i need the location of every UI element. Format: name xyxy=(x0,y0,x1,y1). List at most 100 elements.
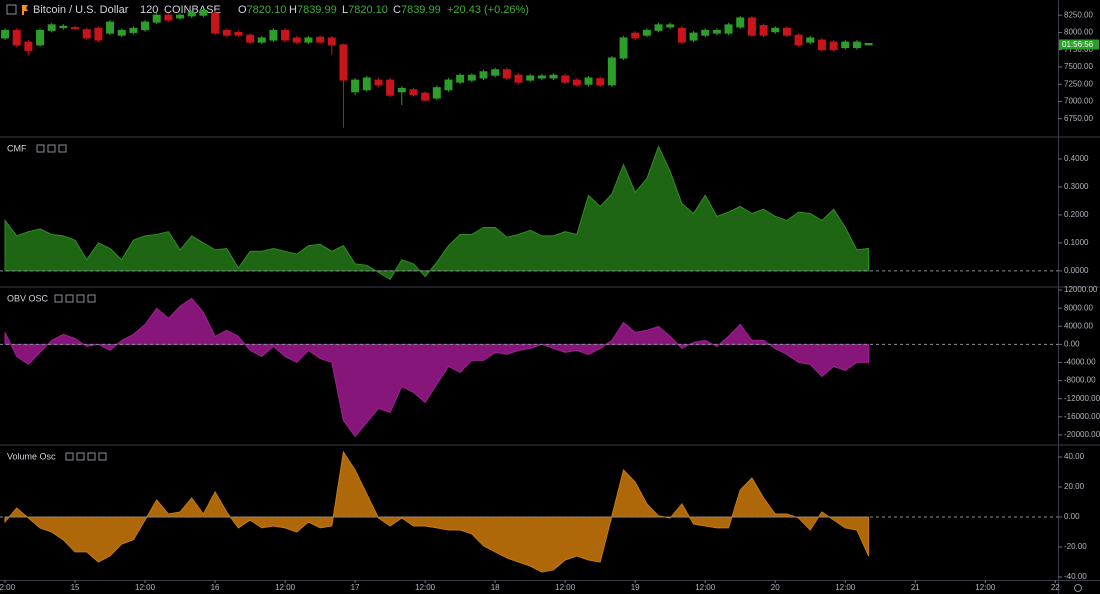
candle-body xyxy=(514,74,523,83)
panel-icon[interactable] xyxy=(36,144,45,153)
candle-body xyxy=(211,12,220,34)
candle-body xyxy=(782,27,791,36)
candle-body xyxy=(339,44,348,81)
y-tick-label: 8250.00 xyxy=(1064,10,1093,19)
panel-title: Volume Osc xyxy=(7,451,56,461)
y-tick-label: 7000.00 xyxy=(1064,97,1093,106)
candle-body xyxy=(502,69,511,79)
y-tick-label: 0.2000 xyxy=(1064,210,1089,219)
y-tick-label: 0.1000 xyxy=(1064,238,1089,247)
panel-icon[interactable] xyxy=(98,452,107,461)
y-tick-label: 7250.00 xyxy=(1064,79,1093,88)
area xyxy=(4,297,870,438)
y-tick-label: 0.3000 xyxy=(1064,182,1089,191)
candle-body xyxy=(771,27,780,33)
y-tick-label: -12000.00 xyxy=(1064,394,1100,403)
y-tick-label: 20.00 xyxy=(1064,482,1085,491)
candle-body xyxy=(141,21,150,31)
candle-body xyxy=(584,77,593,85)
candle-body xyxy=(432,87,441,99)
y-tick-label: 0.0000 xyxy=(1064,266,1089,275)
ohlc-open: O7820.10 xyxy=(238,4,286,16)
candle-body xyxy=(724,24,733,34)
panel-icon[interactable] xyxy=(47,144,56,153)
candle-body xyxy=(642,29,651,36)
panel-icon[interactable] xyxy=(76,452,85,461)
candle-body xyxy=(362,77,371,91)
area xyxy=(4,145,870,280)
candle-body xyxy=(59,25,68,29)
candle-body xyxy=(456,74,465,83)
candle-body xyxy=(82,29,91,39)
candle-body xyxy=(222,29,231,36)
ohlc-low: L7820.10 xyxy=(342,4,388,16)
candle-body xyxy=(736,17,745,28)
settings-icon[interactable] xyxy=(1074,584,1082,592)
candle-body xyxy=(666,24,675,28)
candle-body xyxy=(281,29,290,41)
panel-title: CMF xyxy=(7,143,27,153)
candle-body xyxy=(106,21,115,34)
y-tick-label: 8000.00 xyxy=(1064,303,1093,312)
y-tick-label: -20.00 xyxy=(1064,542,1087,551)
candle-body xyxy=(747,17,756,36)
candle-body xyxy=(94,27,103,41)
y-tick-label: 4000.00 xyxy=(1064,321,1093,330)
ohlc-high: H7839.99 xyxy=(289,4,337,16)
candle-body xyxy=(409,89,418,96)
x-tick-label: 15 xyxy=(71,583,80,592)
candle-body xyxy=(234,31,243,36)
candle-body xyxy=(199,9,208,16)
candle-body xyxy=(386,79,395,96)
y-tick-label: 0.00 xyxy=(1064,339,1080,348)
candle-body xyxy=(47,24,56,31)
candle-body xyxy=(12,29,21,46)
candle-body xyxy=(549,74,558,79)
candle-body xyxy=(619,37,628,59)
x-tick-label: 19 xyxy=(631,583,640,592)
x-tick-label: 22 xyxy=(1051,583,1060,592)
y-tick-label: -16000.00 xyxy=(1064,412,1100,421)
candle-body xyxy=(117,29,126,36)
candle-body xyxy=(607,57,616,86)
countdown: 01:56:56 xyxy=(1062,40,1094,49)
panel-icon[interactable] xyxy=(58,144,67,153)
candle-body xyxy=(759,25,768,36)
y-tick-label: 40.00 xyxy=(1064,452,1085,461)
panel-icon[interactable] xyxy=(65,294,74,303)
x-tick-label: 12:00 xyxy=(975,583,996,592)
candle-body xyxy=(689,32,698,41)
candle-body xyxy=(36,29,45,46)
candle-body xyxy=(129,27,138,33)
candle-body xyxy=(677,27,686,43)
panel-icon[interactable] xyxy=(54,294,63,303)
interval: 120 xyxy=(140,4,158,16)
y-tick-label: 8000.00 xyxy=(1064,28,1093,37)
candle-body xyxy=(444,79,453,91)
panel-icon[interactable] xyxy=(76,294,85,303)
y-tick-label: -4000.00 xyxy=(1064,358,1096,367)
candle-body xyxy=(176,14,185,19)
candle-body xyxy=(152,14,161,23)
candle-body xyxy=(327,37,336,46)
panel-icon[interactable] xyxy=(87,294,96,303)
x-tick-label: 20 xyxy=(771,583,780,592)
y-tick-label: -8000.00 xyxy=(1064,376,1096,385)
candle-body xyxy=(292,37,301,43)
x-tick-label: 12:00 xyxy=(835,583,856,592)
candle-body xyxy=(841,41,850,49)
candle-body xyxy=(712,29,721,34)
panel-icon[interactable] xyxy=(65,452,74,461)
candle-body xyxy=(631,32,640,39)
candle-body xyxy=(817,39,826,51)
x-tick-label: 16 xyxy=(211,583,220,592)
candle-body xyxy=(374,79,383,86)
candle-body xyxy=(257,37,266,43)
menu-icon[interactable] xyxy=(6,4,17,15)
candle-body xyxy=(397,87,406,93)
price-label-box xyxy=(1059,39,1099,50)
y-tick-label: 6750.00 xyxy=(1064,114,1093,123)
panel-icon[interactable] xyxy=(87,452,96,461)
candle-body xyxy=(246,34,255,43)
candle-body xyxy=(187,11,196,17)
